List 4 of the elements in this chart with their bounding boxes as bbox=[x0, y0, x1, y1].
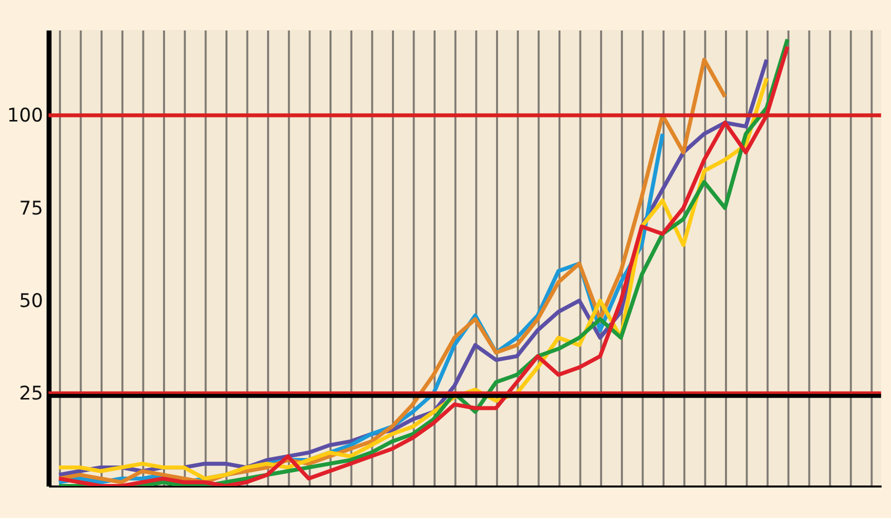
y-tick-label: 25 bbox=[19, 384, 44, 405]
y-tick-label: 100 bbox=[7, 106, 44, 127]
y-tick-label: 50 bbox=[19, 291, 44, 312]
y-tick-label: 75 bbox=[19, 198, 44, 220]
